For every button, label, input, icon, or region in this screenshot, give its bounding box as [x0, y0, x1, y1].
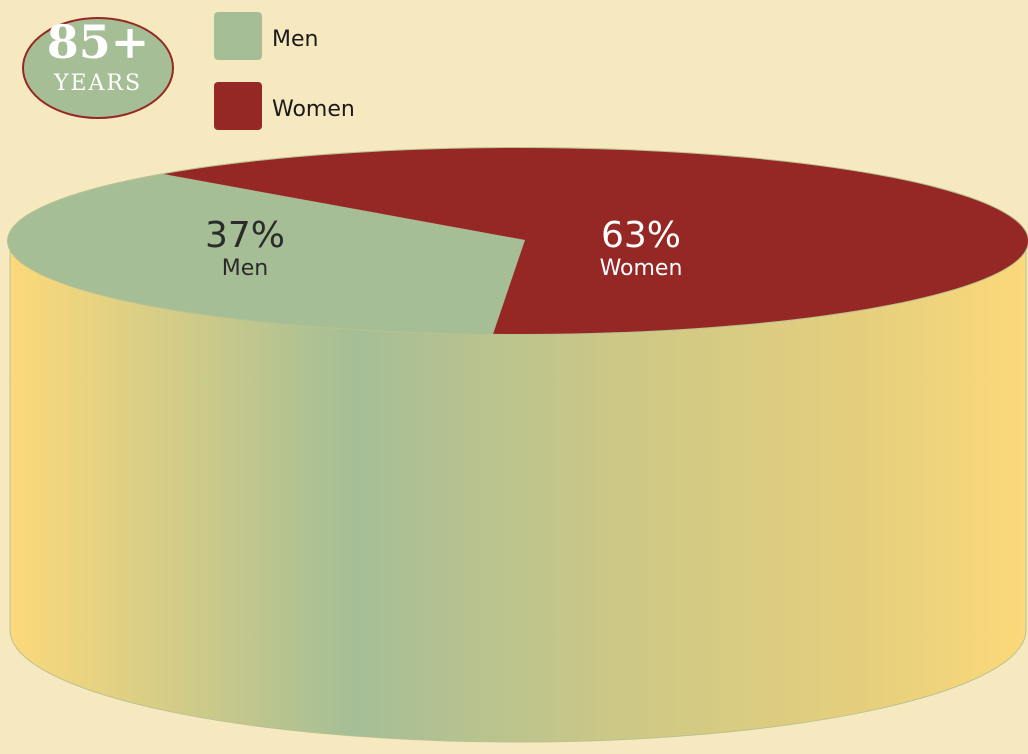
badge-shape: [22, 17, 174, 119]
slice-category-label: Men: [222, 256, 268, 281]
badge-number: 85+: [47, 15, 150, 69]
legend-swatch: [214, 12, 262, 60]
legend-label: Men: [272, 27, 318, 52]
legend-swatch: [214, 82, 262, 130]
cylinder-side: [9, 240, 1027, 743]
slice-category-label: Women: [600, 256, 683, 281]
legend-label: Women: [272, 97, 355, 122]
pie-slice: [163, 148, 1028, 334]
slice-value-label: 37%: [205, 215, 285, 256]
badge: 85+ YEARS: [22, 15, 174, 119]
slice-value-label: 63%: [601, 215, 681, 256]
badge-unit: YEARS: [53, 71, 142, 96]
pie-slice: [7, 174, 525, 334]
